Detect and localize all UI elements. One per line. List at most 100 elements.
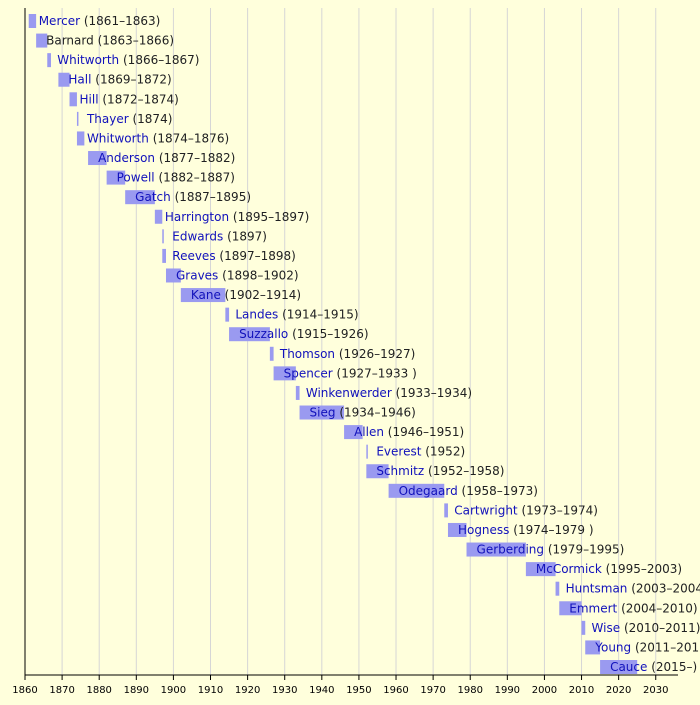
entry-label: Thomson (1926–1927): [279, 346, 415, 360]
entry-label: Hogness (1974–1979 ): [458, 522, 594, 536]
entry-label: Gerberding (1979–1995): [477, 542, 625, 556]
entry-name: Sieg: [310, 405, 336, 419]
entry-name: Spencer: [284, 366, 333, 380]
entry-label: Edwards (1897): [172, 229, 267, 243]
entry-years: (1973–1974): [521, 503, 597, 517]
entry-name: Suzzallo: [239, 327, 288, 341]
entry-label: Cartwright (1973–1974): [454, 503, 598, 517]
entry-name: Edwards: [172, 229, 223, 243]
bar: [273, 366, 296, 381]
entry-name: Young: [594, 640, 631, 654]
entry-years: (2015–): [651, 660, 697, 674]
bar: [106, 170, 126, 185]
x-tick-label: 1860: [12, 685, 37, 696]
entry-name: Powell: [117, 170, 155, 184]
entry-label: Huntsman (2003–2004): [566, 581, 700, 595]
entry-years: (1914–1915): [282, 307, 358, 321]
x-tick-label: 1890: [124, 685, 149, 696]
entry-label: Everest (1952): [376, 444, 465, 458]
entry-years: (1927–1933 ): [337, 366, 417, 380]
bar: [388, 483, 445, 498]
bar: [559, 601, 582, 616]
bar: [600, 660, 638, 674]
x-tick-label: 1900: [161, 685, 186, 696]
entry-label: Cauce (2015–): [610, 660, 697, 674]
entry-years: (1979–1995): [548, 542, 624, 556]
bar: [69, 92, 77, 107]
bar: [165, 268, 181, 283]
entry-label: Wise (2010–2011): [592, 620, 700, 634]
entry-name: Whitworth: [57, 53, 119, 67]
x-tick-label: 1950: [346, 685, 371, 696]
entry-label: Harrington (1895–1897): [165, 209, 310, 223]
entry-label: Whitworth (1874–1876): [87, 131, 229, 145]
entry-name: Hill: [80, 92, 99, 106]
bar: [229, 327, 270, 342]
bar: [36, 33, 48, 48]
bar: [28, 14, 37, 28]
entry-years: (1958–1973): [462, 483, 538, 497]
bar: [525, 562, 556, 577]
entry-label: Thayer (1874): [86, 111, 172, 125]
entry-name: Hogness: [458, 522, 509, 536]
entry-label: Powell (1882–1887): [117, 170, 235, 184]
entry-name: Harrington: [165, 209, 229, 223]
x-tick-label: 1870: [49, 685, 74, 696]
entry-label: Winkenwerder (1933–1934): [306, 385, 472, 399]
entry-years: (1863–1866): [98, 33, 174, 47]
bar: [125, 190, 155, 205]
x-tick-label: 1910: [198, 685, 223, 696]
entry-years: (1934–1946): [339, 405, 415, 419]
entry-label: Barnard (1863–1866): [46, 33, 174, 47]
entry-name: Huntsman: [566, 581, 628, 595]
bar: [76, 111, 79, 126]
entry-years: (1902–1914): [225, 288, 301, 302]
entry-label: Schmitz (1952–1958): [376, 464, 504, 478]
bar: [58, 72, 70, 87]
entry-years: (1952–1958): [428, 464, 504, 478]
entry-label: Young (2011–2015): [594, 640, 700, 654]
bar: [47, 53, 51, 68]
entry-years: (1897): [227, 229, 267, 243]
bar: [76, 131, 85, 146]
entry-name: Kane: [191, 288, 221, 302]
entry-years: (1898–1902): [222, 268, 298, 282]
entry-years: (1952): [425, 444, 465, 458]
bar: [299, 405, 345, 420]
bar: [225, 307, 230, 322]
entry-years: (2003–2004): [631, 581, 700, 595]
entry-years: (1877–1882): [159, 151, 235, 165]
entry-label: McCormick (1995–2003): [536, 562, 682, 576]
entry-name: Thayer: [86, 111, 129, 125]
entry-label: Graves (1898–1902): [176, 268, 299, 282]
entry-name: Emmert: [569, 601, 617, 615]
x-tick-label: 2000: [532, 685, 557, 696]
entry-years: (2011–2015): [635, 640, 700, 654]
entry-name: Winkenwerder: [306, 385, 392, 399]
x-tick-label: 1880: [86, 685, 111, 696]
bar: [585, 640, 601, 655]
bar: [88, 151, 107, 166]
entry-name: Everest: [376, 444, 421, 458]
bar: [154, 209, 163, 224]
entry-label: Kane (1902–1914): [191, 288, 301, 302]
entry-name: Reeves: [172, 248, 215, 262]
entry-years: (1872–1874): [102, 92, 178, 106]
bar: [180, 288, 226, 303]
entry-label: Hill (1872–1874): [80, 92, 179, 106]
bar: [555, 581, 560, 596]
entry-name: McCormick: [536, 562, 602, 576]
bar: [269, 346, 274, 361]
entry-years: (1882–1887): [158, 170, 234, 184]
entry-label: Odegaard (1958–1973): [399, 483, 538, 497]
entry-name: Odegaard: [399, 483, 458, 497]
entry-years: (1861–1863): [84, 14, 160, 28]
x-tick-label: 1980: [458, 685, 483, 696]
entry-years: (1926–1927): [339, 346, 415, 360]
bar: [581, 620, 586, 635]
entry-label: Hall (1869–1872): [68, 72, 171, 86]
entry-years: (1887–1895): [175, 190, 251, 204]
